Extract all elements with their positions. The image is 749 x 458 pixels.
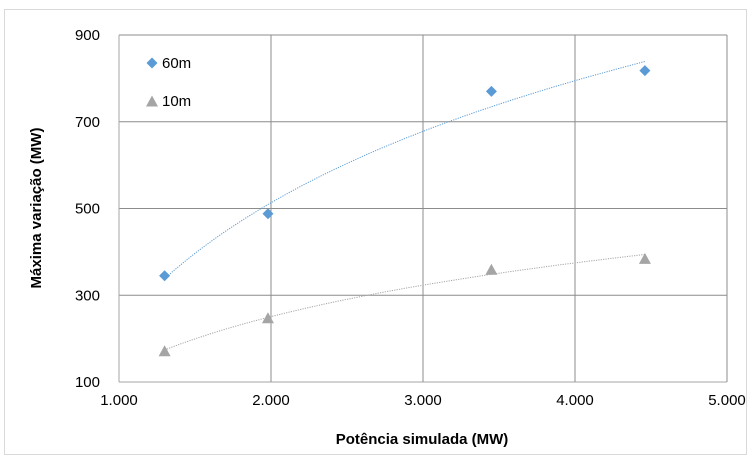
data-point-10m bbox=[485, 263, 498, 275]
legend-label: 60m bbox=[162, 55, 191, 72]
legend-marker-10m bbox=[146, 95, 158, 107]
data-markers bbox=[158, 65, 651, 357]
y-tick-label: 500 bbox=[75, 201, 100, 218]
data-point-10m bbox=[261, 312, 274, 324]
gridlines bbox=[118, 34, 728, 383]
data-point-60m bbox=[639, 65, 651, 77]
y-axis-title: Máxima variação (MW) bbox=[28, 128, 45, 289]
data-point-60m bbox=[159, 270, 171, 282]
legend-label: 10m bbox=[162, 93, 191, 110]
legend: 60m 10m bbox=[146, 55, 191, 110]
data-point-60m bbox=[485, 85, 497, 97]
y-tick-label: 100 bbox=[75, 374, 100, 391]
x-tick-labels: 1.000 2.000 3.000 4.000 5.000 bbox=[100, 392, 746, 409]
x-tick-label: 3.000 bbox=[404, 392, 442, 409]
y-tick-label: 900 bbox=[75, 27, 100, 44]
x-tick-label: 5.000 bbox=[708, 392, 746, 409]
x-tick-label: 1.000 bbox=[100, 392, 138, 409]
trendlines bbox=[164, 61, 646, 351]
data-point-60m bbox=[262, 208, 274, 220]
trendline-60m bbox=[164, 61, 646, 279]
chart-area bbox=[4, 9, 747, 455]
legend-marker-60m bbox=[146, 57, 158, 69]
x-tick-label: 2.000 bbox=[252, 392, 290, 409]
data-point-10m bbox=[158, 345, 171, 357]
trendline-10m bbox=[164, 254, 645, 351]
x-axis-title: Potência simulada (MW) bbox=[336, 431, 509, 448]
data-point-10m bbox=[638, 252, 651, 264]
y-tick-label: 700 bbox=[75, 114, 100, 131]
y-tick-labels: 100 300 500 700 900 bbox=[75, 27, 100, 391]
x-tick-label: 4.000 bbox=[556, 392, 594, 409]
y-tick-label: 300 bbox=[75, 287, 100, 304]
